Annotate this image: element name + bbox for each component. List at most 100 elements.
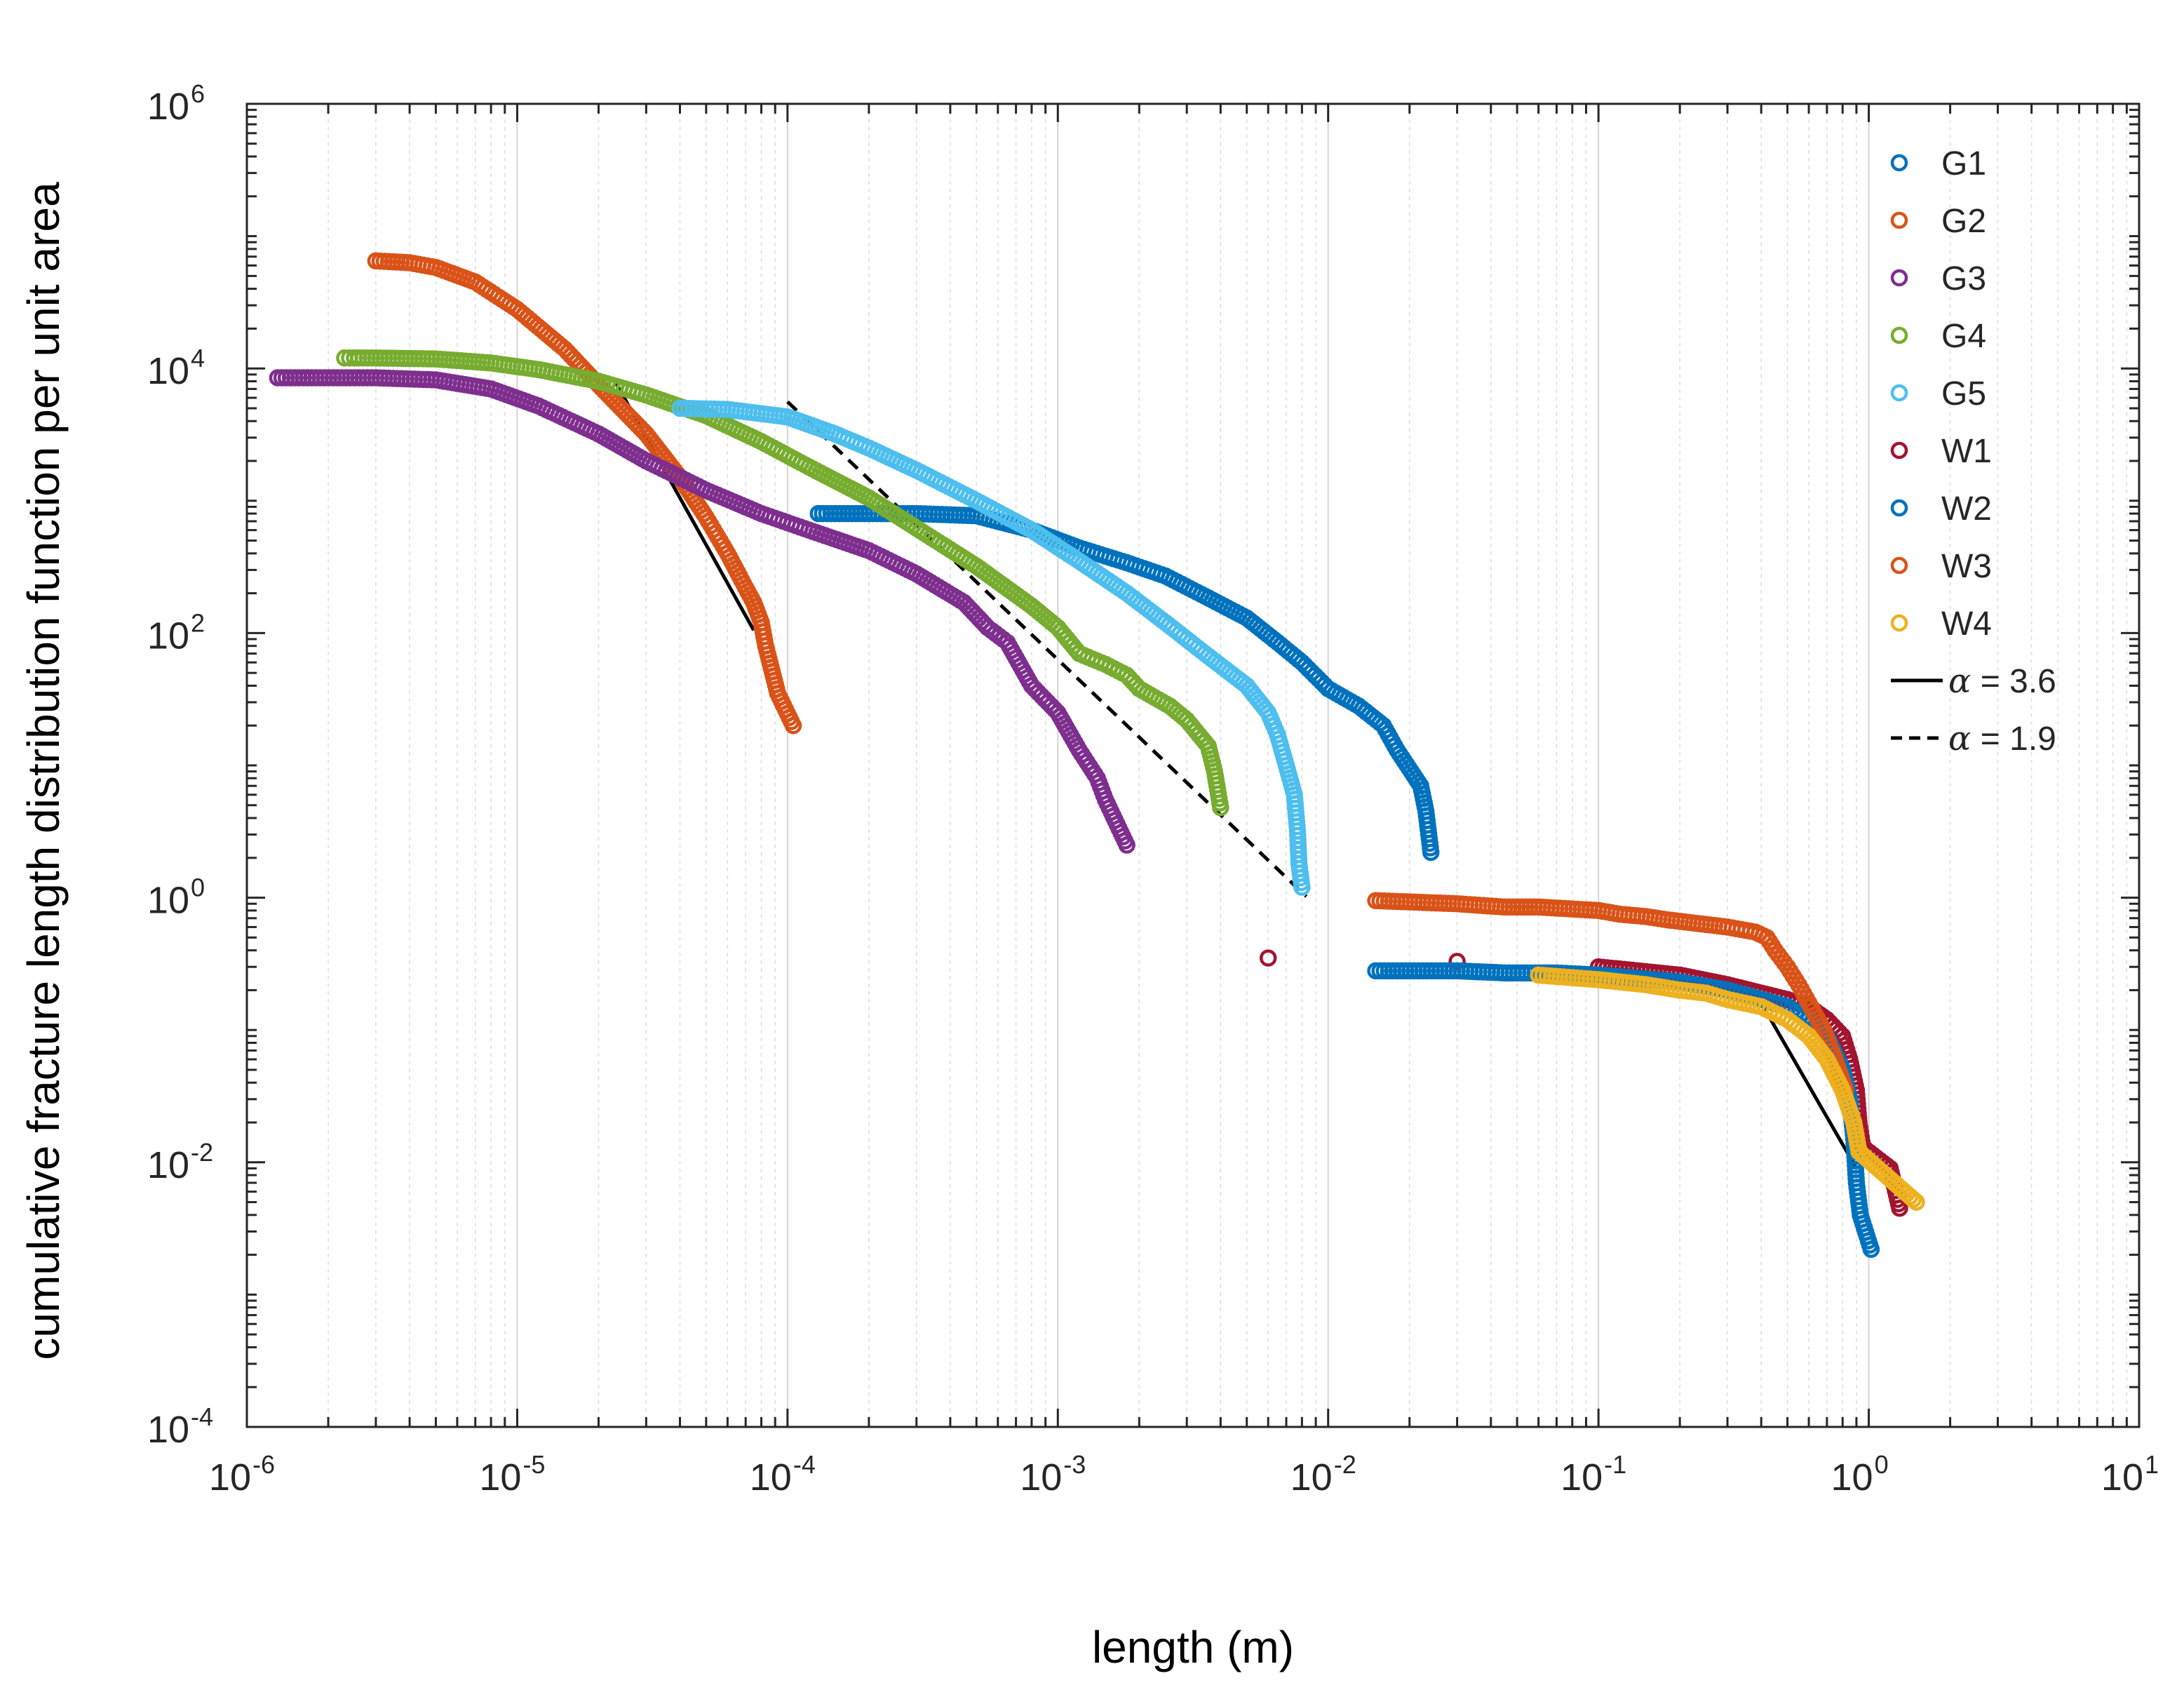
series-g5 [671, 399, 1311, 896]
svg-text:10: 10 [2101, 1456, 2143, 1498]
legend-label: W4 [1941, 605, 1992, 643]
svg-text:-6: -6 [252, 1450, 275, 1479]
grid [328, 104, 2128, 1427]
legend-marker [1890, 154, 1908, 172]
legend-item-fit-solid: α = 3.6 [1891, 662, 2056, 701]
legend-item-w3: W3 [1890, 548, 1992, 585]
fit-lines [613, 380, 1859, 1169]
legend-marker [1890, 441, 1908, 460]
svg-text:-4: -4 [191, 1402, 213, 1431]
legend-marker [1890, 269, 1908, 287]
x-tick-label: 10 -2 [1290, 1450, 1356, 1498]
data-point [1448, 953, 1466, 970]
data-point [1259, 949, 1277, 967]
svg-text:10: 10 [750, 1456, 792, 1498]
legend-marker [1890, 326, 1908, 344]
data-point [1422, 843, 1440, 861]
legend-item-g2: G2 [1890, 203, 1986, 240]
series-w4 [1530, 966, 1925, 1211]
legend-item-w4: W4 [1890, 605, 1992, 643]
data-point [1212, 798, 1229, 817]
series-g1 [809, 504, 1440, 861]
svg-text:-2: -2 [191, 1138, 213, 1167]
legend-label: W2 [1941, 490, 1992, 528]
svg-text:-3: -3 [1063, 1450, 1086, 1479]
svg-text:-1: -1 [1604, 1450, 1626, 1479]
svg-text:-2: -2 [1334, 1450, 1356, 1479]
legend: G1 G2 G3 G4 G5 W1 W2 W3 W4 α = 3.6 α = 1.9 [1890, 145, 2056, 758]
y-tick-label: 10 -4 [147, 1402, 213, 1451]
svg-text:2: 2 [191, 608, 205, 637]
svg-text:10: 10 [147, 1409, 189, 1451]
legend-item-g5: G5 [1890, 375, 1986, 413]
plot-frame [245, 102, 2141, 1428]
x-tick-label: 10 -3 [1020, 1450, 1086, 1498]
svg-text:10: 10 [1561, 1456, 1603, 1498]
legend-item-g4: G4 [1890, 318, 1986, 355]
legend-label: G5 [1941, 375, 1986, 413]
x-tick-label: 10 0 [1831, 1450, 1888, 1498]
legend-marker [1890, 499, 1908, 517]
y-tick-label: 10 6 [147, 79, 205, 128]
svg-text:6: 6 [191, 79, 205, 108]
data-point [1908, 1193, 1925, 1211]
svg-text:4: 4 [191, 344, 205, 373]
x-tick-label: 10 1 [2101, 1450, 2159, 1498]
legend-label: W1 [1941, 433, 1992, 470]
fit-line-solid [1760, 1002, 1859, 1169]
legend-label: α = 1.9 [1948, 719, 2056, 758]
svg-text:10: 10 [147, 615, 189, 657]
svg-text:10: 10 [1020, 1456, 1062, 1498]
data-point [1293, 878, 1311, 896]
legend-item-w1: W1 [1890, 433, 1992, 470]
legend-item-g3: G3 [1890, 260, 1986, 297]
series-g4 [336, 349, 1229, 817]
data-point [784, 716, 802, 735]
y-tick-label: 10 4 [147, 344, 205, 392]
y-tick-label: 10 -2 [147, 1138, 213, 1186]
svg-text:0: 0 [1875, 1450, 1889, 1479]
legend-label: G1 [1941, 145, 1986, 182]
data-point [1904, 1191, 1922, 1208]
svg-text:10: 10 [479, 1456, 521, 1498]
legend-marker [1890, 211, 1908, 229]
legend-label: G3 [1941, 260, 1986, 297]
svg-text:10: 10 [1290, 1456, 1333, 1498]
data-point [1891, 1199, 1908, 1217]
svg-text:-5: -5 [523, 1450, 545, 1479]
svg-text:10: 10 [209, 1456, 251, 1498]
svg-text:0: 0 [191, 873, 205, 902]
legend-item-w2: W2 [1890, 490, 1992, 528]
svg-text:10: 10 [147, 86, 189, 128]
y-tick-label: 10 2 [147, 608, 205, 657]
svg-text:10: 10 [147, 350, 189, 392]
legend-marker [1890, 614, 1908, 632]
data-point [1862, 1240, 1880, 1259]
legend-label: W3 [1941, 548, 1992, 585]
series-g2 [367, 252, 802, 735]
legend-marker [1890, 556, 1908, 575]
svg-text:-4: -4 [793, 1450, 816, 1479]
x-tick-label: 10 -5 [479, 1450, 545, 1498]
data-points [269, 252, 1925, 1259]
svg-text:10: 10 [147, 1144, 189, 1186]
legend-item-fit-dashed: α = 1.9 [1891, 719, 2056, 758]
legend-label: G2 [1941, 203, 1986, 240]
svg-text:1: 1 [2145, 1450, 2159, 1479]
x-tick-label: 10 -4 [750, 1450, 816, 1498]
axis-ticks [245, 102, 2141, 1428]
y-axis-label: cumulative fracture length distribution … [18, 182, 69, 1360]
tick-labels: 10 -6 10 -5 10 -4 10 -3 10 -2 10 -1 10 0 10 110 -410 -210… [147, 79, 2159, 1498]
legend-label: α = 3.6 [1948, 662, 2056, 701]
data-point [1118, 836, 1135, 854]
svg-text:10: 10 [1831, 1456, 1873, 1498]
legend-marker [1890, 384, 1908, 402]
fit-line-dashed [786, 400, 1308, 898]
x-tick-label: 10 -1 [1561, 1450, 1626, 1498]
series-g3 [269, 369, 1135, 854]
x-tick-label: 10 -6 [209, 1450, 275, 1498]
x-axis-label: length (m) [1092, 1622, 1294, 1672]
legend-item-g1: G1 [1890, 145, 1986, 182]
y-tick-label: 10 0 [147, 873, 205, 922]
